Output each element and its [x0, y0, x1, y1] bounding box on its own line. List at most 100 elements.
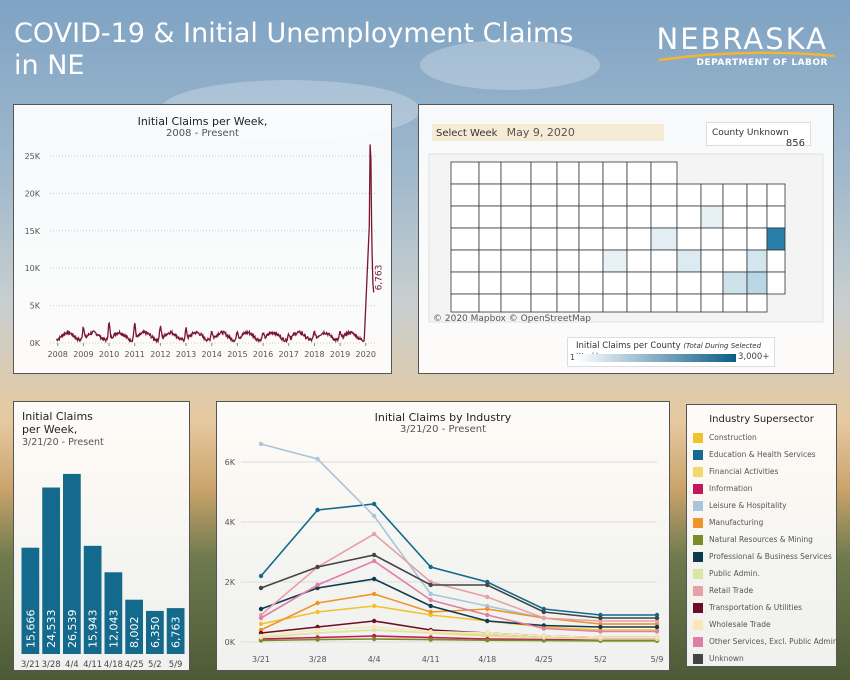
- industry-legend-item[interactable]: Other Services, Excl. Public Admin.: [687, 633, 840, 650]
- map-county[interactable]: [700, 227, 724, 251]
- industry-series-point[interactable]: [598, 629, 603, 634]
- map-county[interactable]: [650, 249, 678, 273]
- map-county[interactable]: [530, 249, 558, 273]
- industry-series-point[interactable]: [541, 633, 547, 639]
- map-county[interactable]: [530, 227, 558, 251]
- map-county[interactable]: [556, 183, 580, 207]
- map-county[interactable]: [556, 205, 580, 229]
- industry-series-point[interactable]: [258, 615, 264, 621]
- map-county[interactable]: [530, 161, 558, 185]
- industry-series-point[interactable]: [315, 600, 320, 606]
- map-county[interactable]: [746, 205, 768, 229]
- map-county[interactable]: [530, 271, 558, 295]
- industry-series-point[interactable]: [315, 637, 320, 642]
- map-county[interactable]: [650, 227, 678, 251]
- map-county[interactable]: [556, 227, 580, 251]
- map-county[interactable]: [602, 183, 628, 207]
- map-county[interactable]: [478, 205, 502, 229]
- map-county[interactable]: [602, 271, 628, 295]
- map-county[interactable]: [500, 161, 532, 185]
- map-county[interactable]: [578, 161, 604, 185]
- map-county[interactable]: [626, 183, 652, 207]
- industry-series-point[interactable]: [598, 615, 603, 621]
- select-week-dropdown[interactable]: Select Week May 9, 2020: [432, 124, 664, 141]
- map-county[interactable]: [650, 161, 678, 185]
- map-county[interactable]: [500, 293, 532, 313]
- weekly-bar[interactable]: [63, 473, 81, 654]
- industry-series-point[interactable]: [485, 630, 490, 636]
- industry-series-point[interactable]: [371, 576, 377, 582]
- map-county[interactable]: [602, 227, 628, 251]
- industry-series-point[interactable]: [541, 626, 547, 631]
- industry-series-point[interactable]: [258, 573, 264, 579]
- industry-legend-item[interactable]: Natural Resources & Mining: [687, 531, 836, 548]
- industry-series-point[interactable]: [258, 633, 264, 639]
- map-county[interactable]: [766, 227, 786, 251]
- industry-series-point[interactable]: [371, 501, 377, 507]
- industry-series-point[interactable]: [654, 635, 660, 640]
- map-county[interactable]: [602, 249, 628, 273]
- industry-series-point[interactable]: [371, 603, 377, 609]
- industry-series-point[interactable]: [598, 624, 603, 630]
- map-county[interactable]: [450, 293, 480, 313]
- map-county[interactable]: [722, 249, 748, 273]
- weekly-bar[interactable]: [146, 610, 164, 654]
- industry-series-point[interactable]: [654, 615, 660, 621]
- industry-series-point[interactable]: [371, 624, 377, 630]
- industry-series-point[interactable]: [485, 618, 490, 624]
- map-county[interactable]: [722, 227, 748, 251]
- industry-series-point[interactable]: [315, 627, 320, 633]
- map-county[interactable]: [500, 205, 532, 229]
- industry-series-point[interactable]: [541, 609, 547, 615]
- industry-series-point[interactable]: [315, 456, 320, 462]
- industry-series-point[interactable]: [258, 585, 264, 591]
- industry-legend-item[interactable]: Professional & Business Services: [687, 548, 836, 565]
- industry-series-point[interactable]: [258, 441, 264, 447]
- industry-legend-item[interactable]: Retail Trade: [687, 582, 836, 599]
- map-county[interactable]: [766, 205, 786, 229]
- map-county[interactable]: [500, 183, 532, 207]
- map-county[interactable]: [676, 271, 702, 295]
- industry-legend-item[interactable]: Manufacturing: [687, 514, 836, 531]
- map-county[interactable]: [700, 293, 724, 313]
- map-county[interactable]: [478, 183, 502, 207]
- map-county[interactable]: [626, 293, 652, 313]
- industry-series-point[interactable]: [428, 609, 433, 615]
- map-county[interactable]: [478, 249, 502, 273]
- map-county[interactable]: [556, 161, 580, 185]
- industry-series-point[interactable]: [258, 621, 264, 627]
- map-county[interactable]: [626, 161, 652, 185]
- industry-legend-item[interactable]: Wholesale Trade: [687, 616, 836, 633]
- map-county[interactable]: [746, 293, 768, 313]
- map-county[interactable]: [602, 293, 628, 313]
- map-county[interactable]: [650, 271, 678, 295]
- map-county[interactable]: [478, 161, 502, 185]
- industry-series-point[interactable]: [428, 629, 433, 634]
- map-county[interactable]: [556, 249, 580, 273]
- industry-series-point[interactable]: [485, 594, 490, 600]
- industry-series-point[interactable]: [428, 564, 433, 570]
- industry-series-point[interactable]: [371, 591, 377, 597]
- industry-series-point[interactable]: [315, 507, 320, 513]
- map-county[interactable]: [500, 227, 532, 251]
- industry-legend-item[interactable]: Public Admin.: [687, 565, 836, 582]
- map-county[interactable]: [500, 271, 532, 295]
- map-county[interactable]: [722, 183, 748, 207]
- map-county[interactable]: [650, 205, 678, 229]
- industry-legend-item[interactable]: Information: [687, 480, 836, 497]
- map-county[interactable]: [700, 249, 724, 273]
- industry-series-point[interactable]: [371, 618, 377, 624]
- industry-series-point[interactable]: [428, 591, 433, 597]
- map-county[interactable]: [626, 249, 652, 273]
- map-county[interactable]: [676, 205, 702, 229]
- industry-series-point[interactable]: [541, 615, 547, 621]
- map-county[interactable]: [650, 293, 678, 313]
- map-county[interactable]: [478, 271, 502, 295]
- map-county[interactable]: [578, 271, 604, 295]
- map-county[interactable]: [578, 249, 604, 273]
- map-county[interactable]: [530, 293, 558, 313]
- industry-series-point[interactable]: [485, 612, 490, 618]
- map-county[interactable]: [530, 183, 558, 207]
- industry-legend-item[interactable]: Financial Activities: [687, 463, 836, 480]
- map-county[interactable]: [746, 227, 768, 251]
